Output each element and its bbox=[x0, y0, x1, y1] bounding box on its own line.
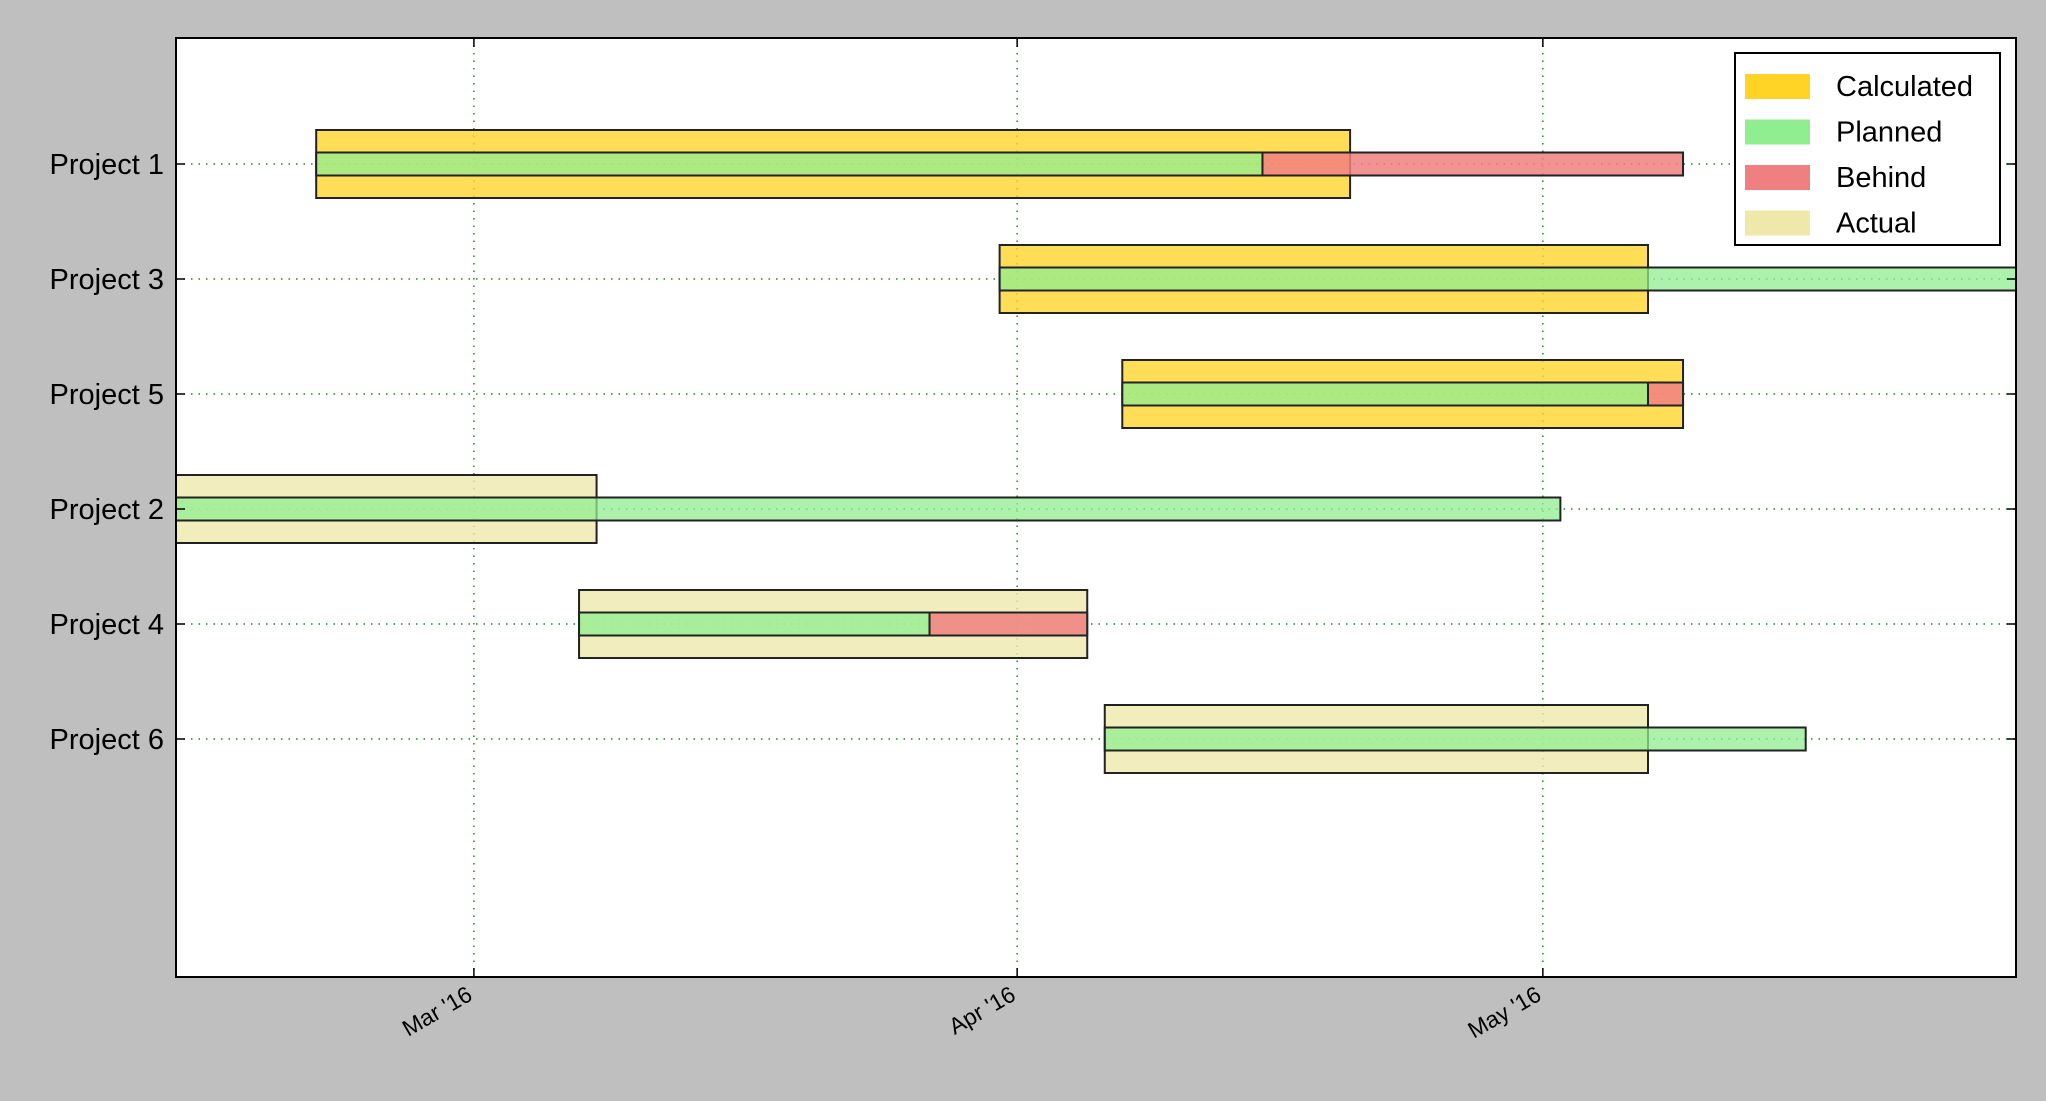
planned-bar bbox=[315, 151, 1264, 177]
legend-swatch bbox=[1745, 119, 1810, 145]
bars-layer bbox=[175, 129, 2017, 774]
legend-label: Planned bbox=[1836, 117, 1942, 149]
legend-label: Actual bbox=[1836, 208, 1917, 240]
y-tick-label: Project 2 bbox=[50, 494, 164, 526]
planned-bar bbox=[998, 266, 2017, 292]
x-tick-label: Apr '16 bbox=[944, 981, 1019, 1040]
legend: Calculated Planned Behind Actual bbox=[1734, 52, 2001, 246]
legend-label: Behind bbox=[1836, 162, 1926, 194]
behind-bar bbox=[1647, 381, 1685, 407]
planned-bar bbox=[1121, 381, 1650, 407]
y-tick-label: Project 4 bbox=[50, 609, 164, 641]
behind-bar bbox=[928, 611, 1089, 637]
planned-bar bbox=[578, 611, 931, 637]
planned-bar bbox=[1103, 726, 1807, 752]
y-tick-label: Project 1 bbox=[50, 149, 164, 181]
plot-frame bbox=[175, 37, 2017, 978]
legend-swatch bbox=[1745, 165, 1810, 190]
legend-swatch bbox=[1745, 74, 1810, 99]
y-tick-label: Project 3 bbox=[50, 264, 164, 296]
ticks-layer bbox=[176, 38, 2016, 977]
y-tick-label: Project 5 bbox=[50, 379, 164, 411]
x-tick-label: Mar '16 bbox=[398, 981, 477, 1042]
legend-swatch bbox=[1745, 210, 1810, 236]
legend-label: Calculated bbox=[1836, 71, 1973, 103]
x-tick-label: May '16 bbox=[1463, 981, 1545, 1043]
planned-bar bbox=[175, 496, 1562, 522]
y-tick-label: Project 6 bbox=[50, 724, 164, 756]
behind-bar bbox=[1261, 151, 1685, 177]
